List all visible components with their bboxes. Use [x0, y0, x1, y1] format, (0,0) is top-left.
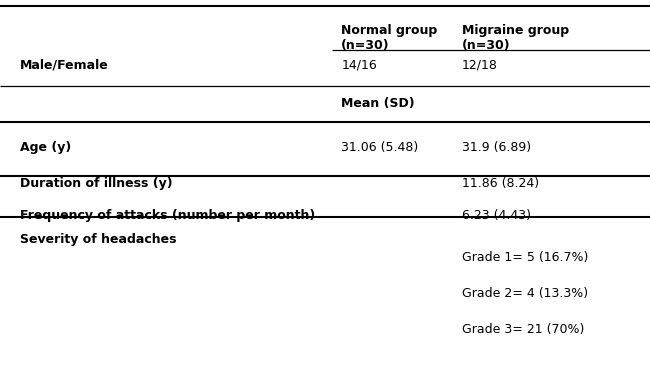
- Text: Male/Female: Male/Female: [20, 59, 109, 71]
- Text: 12/18: 12/18: [462, 59, 497, 71]
- Text: 31.06 (5.48): 31.06 (5.48): [341, 141, 419, 155]
- Text: Grade 3= 21 (70%): Grade 3= 21 (70%): [462, 323, 584, 337]
- Text: 14/16: 14/16: [341, 59, 377, 71]
- Text: Mean (SD): Mean (SD): [341, 97, 415, 111]
- Text: Migraine group
(n=30): Migraine group (n=30): [462, 24, 569, 52]
- Text: Age (y): Age (y): [20, 141, 71, 155]
- Text: 6.23 (4.43): 6.23 (4.43): [462, 209, 530, 223]
- Text: Normal group
(n=30): Normal group (n=30): [341, 24, 437, 52]
- Text: Frequency of attacks (number per month): Frequency of attacks (number per month): [20, 209, 315, 223]
- Text: Severity of headaches: Severity of headaches: [20, 233, 176, 246]
- Text: 31.9 (6.89): 31.9 (6.89): [462, 141, 530, 155]
- Text: Grade 2= 4 (13.3%): Grade 2= 4 (13.3%): [462, 288, 588, 300]
- Text: Grade 1= 5 (16.7%): Grade 1= 5 (16.7%): [462, 252, 588, 264]
- Text: 11.86 (8.24): 11.86 (8.24): [462, 176, 539, 190]
- Text: Duration of illness (y): Duration of illness (y): [20, 176, 172, 190]
